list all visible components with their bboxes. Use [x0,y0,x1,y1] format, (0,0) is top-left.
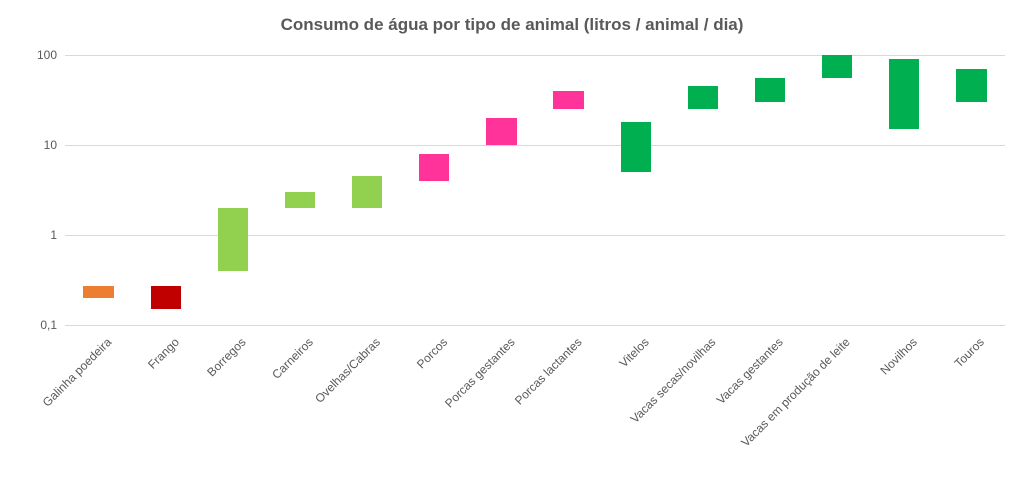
x-tick-label: Ovelhas/Cabras [312,335,383,406]
gridline [65,55,1005,56]
y-tick-label: 1 [50,228,57,242]
bar [889,59,919,129]
x-tick-label: Carneiros [269,335,316,382]
x-tick-label: Frango [145,335,182,372]
plot-area: 0,1110100 [65,55,1005,325]
chart-container: Consumo de água por tipo de animal (litr… [0,0,1024,501]
bar [822,55,852,78]
x-tick-label: Touros [952,335,987,370]
bar [956,69,986,102]
x-tick-label: Borregos [204,335,248,379]
bar [553,91,583,109]
bar [419,154,449,181]
bar [621,122,651,172]
x-tick-label: Vitelos [616,335,651,370]
bar [285,192,315,208]
bar [688,86,718,109]
bar [151,286,181,309]
bar [352,176,382,208]
x-tick-label: Galinha poedeira [40,335,115,410]
x-tick-label: Porcas gestantes [442,335,517,410]
bar [486,118,516,145]
gridline [65,235,1005,236]
gridline [65,145,1005,146]
y-tick-label: 100 [37,48,57,62]
bar [83,286,113,298]
x-tick-label: Porcos [414,335,450,371]
gridline [65,325,1005,326]
bar [218,208,248,271]
x-tick-label: Vacas gestantes [714,335,786,407]
x-tick-label: Porcas lactantes [512,335,585,408]
x-tick-label: Novilhos [878,335,920,377]
chart-title: Consumo de água por tipo de animal (litr… [0,15,1024,35]
x-tick-label: Vacas em produção de leite [739,335,853,449]
y-tick-label: 0,1 [40,318,57,332]
bar [755,78,785,102]
y-tick-label: 10 [44,138,57,152]
